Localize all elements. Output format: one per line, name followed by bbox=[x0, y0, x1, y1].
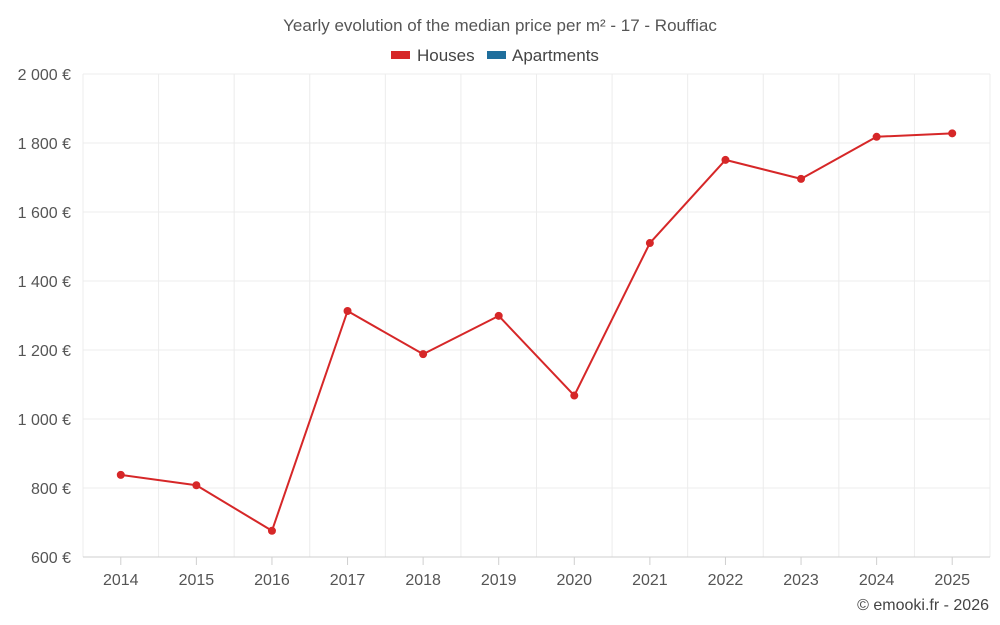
y-tick-label: 1 600 € bbox=[18, 205, 71, 222]
data-point-houses[interactable] bbox=[419, 350, 428, 359]
legend-swatch-houses bbox=[391, 51, 410, 59]
x-tick-label: 2024 bbox=[859, 572, 895, 589]
y-tick-label: 1 000 € bbox=[18, 412, 71, 429]
data-point-houses[interactable] bbox=[192, 481, 201, 490]
x-tick-label: 2016 bbox=[254, 572, 290, 589]
data-point-houses[interactable] bbox=[116, 470, 125, 479]
x-tick-label: 2017 bbox=[330, 572, 366, 589]
data-point-houses[interactable] bbox=[797, 174, 806, 183]
legend-label-apartments: Apartments bbox=[512, 46, 599, 65]
y-tick-label: 1 800 € bbox=[18, 136, 71, 153]
y-tick-label: 1 200 € bbox=[18, 343, 71, 360]
data-point-houses[interactable] bbox=[343, 307, 352, 316]
x-axis: 2014 2015 2016 2017 2018 2019 2020 2021 2022 2023… bbox=[83, 556, 990, 589]
legend-swatch-apartments bbox=[487, 51, 506, 59]
gridlines bbox=[82, 73, 991, 557]
y-tick-label: 600 € bbox=[31, 550, 71, 567]
x-tick-label: 2025 bbox=[934, 572, 970, 589]
x-tick-label: 2022 bbox=[708, 572, 744, 589]
x-tick-label: 2021 bbox=[632, 572, 668, 589]
data-point-houses[interactable] bbox=[872, 132, 881, 141]
data-point-houses[interactable] bbox=[721, 155, 730, 164]
legend-item-houses[interactable]: Houses bbox=[391, 46, 475, 65]
y-tick-label: 800 € bbox=[31, 481, 71, 498]
data-point-houses[interactable] bbox=[948, 129, 957, 138]
credit-text: © emooki.fr - 2026 bbox=[857, 597, 989, 614]
x-tick-label: 2018 bbox=[405, 572, 441, 589]
x-tick-label: 2015 bbox=[179, 572, 215, 589]
x-tick-label: 2014 bbox=[103, 572, 139, 589]
x-tick-label: 2023 bbox=[783, 572, 819, 589]
y-tick-label: 1 400 € bbox=[18, 274, 71, 291]
legend: Houses Apartments bbox=[391, 46, 599, 65]
series-line-houses bbox=[120, 132, 953, 532]
data-point-houses[interactable] bbox=[494, 311, 503, 320]
x-tick-label: 2020 bbox=[556, 572, 592, 589]
data-point-houses[interactable] bbox=[267, 526, 276, 535]
y-tick-label: 2 000 € bbox=[18, 67, 71, 84]
legend-item-apartments[interactable]: Apartments bbox=[487, 46, 599, 65]
series-layer bbox=[116, 129, 957, 535]
chart-title: Yearly evolution of the median price per… bbox=[283, 16, 717, 35]
data-point-houses[interactable] bbox=[570, 391, 579, 400]
x-tick-label: 2019 bbox=[481, 572, 517, 589]
data-point-houses[interactable] bbox=[645, 239, 654, 248]
legend-label-houses: Houses bbox=[417, 46, 475, 65]
y-axis: 600 € 800 € 1 000 € 1 200 € 1 400 € 1 600 € 1 … bbox=[18, 67, 71, 567]
